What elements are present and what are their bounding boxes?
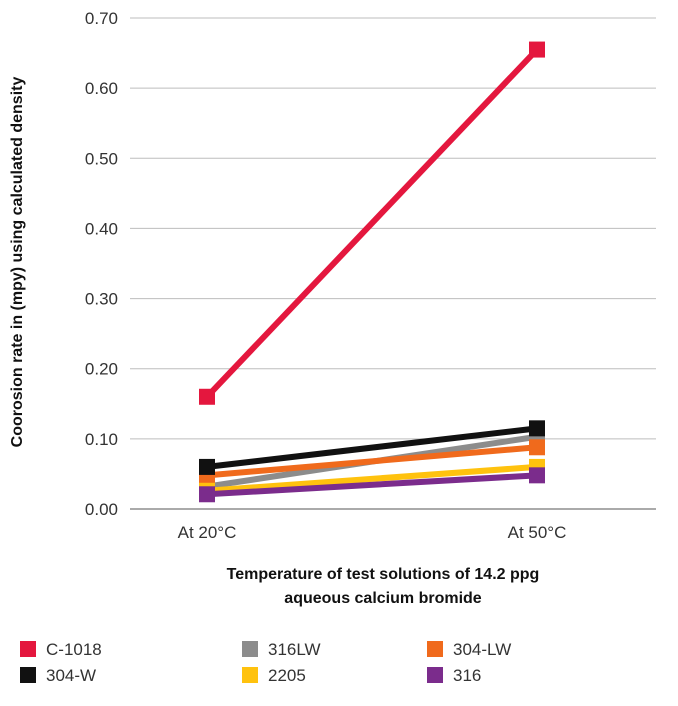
y-tick-label: 0.60	[85, 79, 118, 98]
legend-swatch	[20, 667, 36, 683]
series-lines	[204, 47, 540, 498]
y-axis-title: Coorosion rate in (mpy) using calculated…	[9, 77, 26, 448]
y-tick-label: 0.70	[85, 9, 118, 28]
x-axis-ticks: At 20°C At 50°C	[178, 523, 567, 542]
series-points	[199, 41, 545, 503]
series-line	[206, 463, 538, 494]
data-point	[529, 439, 545, 456]
x-tick-label: At 20°C	[178, 523, 237, 542]
data-point	[529, 420, 545, 437]
series-line	[206, 425, 538, 470]
series-line	[206, 444, 538, 479]
y-tick-label: 0.40	[85, 219, 118, 238]
legend-label: 304-W	[46, 666, 96, 685]
legend-swatch	[242, 667, 258, 683]
legend-label: 304-LW	[453, 640, 511, 659]
x-axis-title-line-1: Temperature of test solutions of 14.2 pp…	[227, 566, 540, 583]
x-tick-label: At 50°C	[508, 523, 567, 542]
y-axis-ticks: 0.00 0.10 0.20 0.30 0.40 0.50 0.60 0.70	[85, 9, 118, 519]
legend-swatch	[20, 641, 36, 657]
data-point	[199, 486, 215, 503]
data-point	[529, 41, 545, 58]
series-line	[204, 47, 540, 399]
y-tick-label: 0.10	[85, 430, 118, 449]
y-tick-label: 0.20	[85, 360, 118, 379]
legend-swatch	[427, 641, 443, 657]
legend-label: 316LW	[268, 640, 321, 659]
data-point	[199, 388, 215, 405]
legend: C-1018 316LW 304-LW 304-W 2205 316	[20, 640, 511, 685]
y-tick-label: 0.30	[85, 290, 118, 309]
series-line	[206, 472, 538, 498]
gridlines	[130, 17, 656, 510]
legend-label: C-1018	[46, 640, 102, 659]
legend-swatch	[242, 641, 258, 657]
legend-label: 316	[453, 666, 481, 685]
x-axis-title-line-2: aqueous calcium bromide	[284, 590, 481, 607]
y-tick-label: 0.50	[85, 149, 118, 168]
data-point	[199, 458, 215, 475]
legend-label: 2205	[268, 666, 306, 685]
legend-swatch	[427, 667, 443, 683]
data-point	[529, 467, 545, 484]
y-tick-label: 0.00	[85, 500, 118, 519]
